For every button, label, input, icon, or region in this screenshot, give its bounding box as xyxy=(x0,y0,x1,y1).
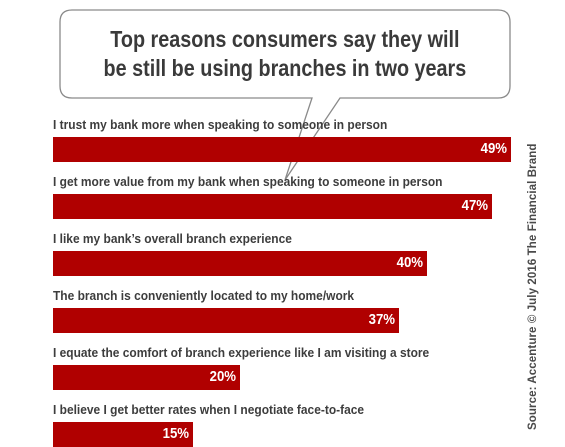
bar-value-label: 47% xyxy=(461,197,488,214)
bar-label: I like my bank’s overall branch experien… xyxy=(53,231,292,246)
bar-value-label: 20% xyxy=(209,368,236,385)
bar xyxy=(53,422,193,447)
bar-value-label: 37% xyxy=(368,311,395,328)
bar xyxy=(53,137,511,162)
bar-label: I believe I get better rates when I nego… xyxy=(53,402,365,417)
bar xyxy=(53,251,427,276)
bar-value-label: 40% xyxy=(396,254,423,271)
chart-title: Top reasons consumers say they will be s… xyxy=(103,25,467,81)
bar-value-label: 15% xyxy=(162,425,189,442)
bar-label: I get more value from my bank when speak… xyxy=(53,174,443,189)
chart-title-box: Top reasons consumers say they will be s… xyxy=(62,14,508,94)
bar xyxy=(53,308,399,333)
bar-label: I equate the comfort of branch experienc… xyxy=(53,345,430,360)
bar xyxy=(53,365,240,390)
bar-label: The branch is conveniently located to my… xyxy=(53,288,355,303)
bar-label: I trust my bank more when speaking to so… xyxy=(53,117,388,132)
bar xyxy=(53,194,492,219)
source-credit: Source: Accenture © July 2016 The Financ… xyxy=(527,143,539,430)
bar-value-label: 49% xyxy=(480,140,507,157)
